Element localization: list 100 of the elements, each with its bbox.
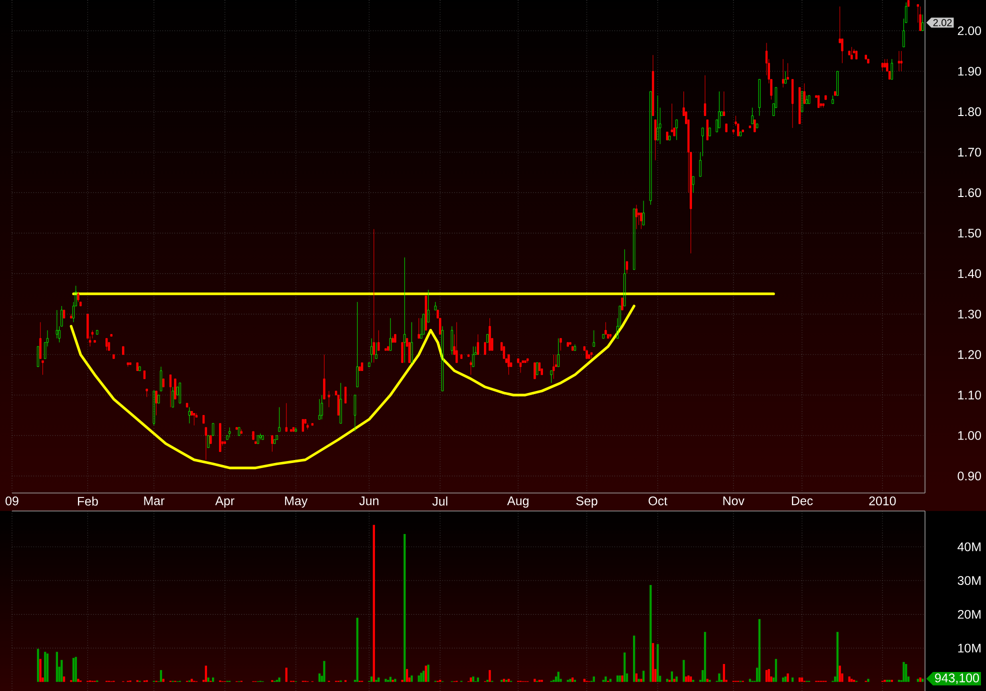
bar bbox=[207, 677, 210, 682]
candlestick bbox=[311, 423, 314, 426]
bar bbox=[618, 675, 621, 682]
candlestick bbox=[122, 346, 124, 355]
candlestick bbox=[652, 54, 654, 116]
candlestick bbox=[718, 91, 720, 128]
candlestick bbox=[900, 50, 902, 72]
candlestick bbox=[389, 318, 392, 351]
y-tick-label: 20M bbox=[958, 610, 980, 619]
bar bbox=[389, 676, 392, 682]
candlestick bbox=[126, 362, 130, 367]
candlestick bbox=[174, 378, 176, 400]
bar bbox=[285, 668, 288, 682]
x-tick-label: Apr bbox=[215, 496, 234, 508]
bar bbox=[472, 676, 474, 682]
candlestick bbox=[384, 348, 387, 351]
bar bbox=[356, 618, 358, 682]
bar bbox=[638, 678, 640, 682]
candlestick bbox=[56, 310, 58, 339]
candlestick bbox=[392, 336, 394, 343]
candlestick bbox=[427, 290, 430, 322]
bar bbox=[323, 660, 326, 682]
bar bbox=[902, 662, 905, 682]
candlestick bbox=[285, 402, 288, 432]
candlestick bbox=[784, 70, 787, 84]
candlestick bbox=[524, 360, 526, 363]
candlestick bbox=[292, 427, 295, 432]
bar bbox=[604, 676, 607, 682]
candlestick bbox=[278, 406, 280, 432]
candlestick bbox=[193, 413, 196, 426]
candlestick bbox=[401, 342, 404, 363]
candlestick bbox=[172, 386, 174, 408]
candlestick bbox=[70, 314, 72, 318]
candlestick bbox=[699, 152, 702, 177]
candlestick bbox=[77, 292, 80, 302]
bar bbox=[670, 671, 673, 682]
candlestick bbox=[136, 362, 138, 372]
bar bbox=[488, 670, 491, 682]
bar bbox=[718, 673, 720, 682]
candlestick bbox=[368, 362, 370, 367]
x-tick-label: Nov bbox=[723, 496, 744, 506]
candlestick bbox=[306, 423, 309, 430]
bar bbox=[848, 676, 850, 682]
candlestick bbox=[806, 95, 808, 104]
candlestick bbox=[751, 107, 754, 124]
candlestick bbox=[526, 358, 529, 363]
candlestick bbox=[650, 91, 652, 206]
candlestick bbox=[786, 62, 789, 80]
candlestick bbox=[256, 435, 260, 444]
candlestick bbox=[472, 346, 474, 367]
candlestick bbox=[626, 261, 628, 274]
candlestick bbox=[758, 79, 761, 116]
candlestick bbox=[534, 362, 536, 380]
y-tick-label: 10M bbox=[958, 644, 980, 653]
bar bbox=[160, 670, 162, 682]
candlestick bbox=[569, 342, 572, 345]
candlestick bbox=[476, 334, 480, 355]
candlestick bbox=[590, 352, 593, 359]
candlestick bbox=[808, 95, 810, 104]
candlestick bbox=[725, 124, 728, 132]
bar bbox=[666, 678, 668, 682]
candlestick bbox=[668, 136, 671, 140]
candlestick bbox=[791, 79, 794, 128]
bar bbox=[850, 678, 853, 682]
candlestick bbox=[112, 354, 115, 359]
bar bbox=[791, 677, 794, 682]
candlestick bbox=[146, 388, 148, 398]
candlestick bbox=[592, 330, 595, 347]
x-tick-label: 09 bbox=[6, 496, 18, 506]
bar bbox=[685, 676, 688, 682]
bar bbox=[427, 664, 430, 682]
candlestick bbox=[884, 58, 886, 68]
candlestick bbox=[756, 124, 758, 128]
bar bbox=[418, 675, 420, 682]
bar bbox=[56, 652, 58, 682]
bar bbox=[378, 677, 380, 682]
text: 943,100 bbox=[935, 674, 979, 684]
candlestick bbox=[386, 346, 390, 351]
bar bbox=[758, 619, 761, 682]
bar bbox=[384, 678, 387, 682]
candlestick bbox=[656, 95, 659, 140]
bar bbox=[583, 678, 586, 682]
candlestick bbox=[890, 58, 893, 80]
candlestick bbox=[922, 14, 924, 32]
candlestick bbox=[219, 423, 222, 452]
bar bbox=[616, 675, 619, 682]
candlestick bbox=[702, 128, 704, 156]
candlestick bbox=[262, 435, 264, 440]
candlestick bbox=[676, 120, 678, 140]
candlestick bbox=[394, 334, 396, 343]
x-tick-label: Sep bbox=[576, 496, 598, 508]
candlestick bbox=[881, 62, 884, 72]
x-tick-label: 2010 bbox=[869, 496, 896, 506]
candlestick bbox=[188, 406, 190, 424]
candlestick bbox=[252, 431, 254, 440]
candlestick bbox=[855, 50, 858, 60]
candlestick bbox=[732, 130, 735, 134]
text: 2.02 bbox=[933, 19, 952, 26]
bar bbox=[633, 636, 636, 682]
bar bbox=[74, 656, 77, 682]
